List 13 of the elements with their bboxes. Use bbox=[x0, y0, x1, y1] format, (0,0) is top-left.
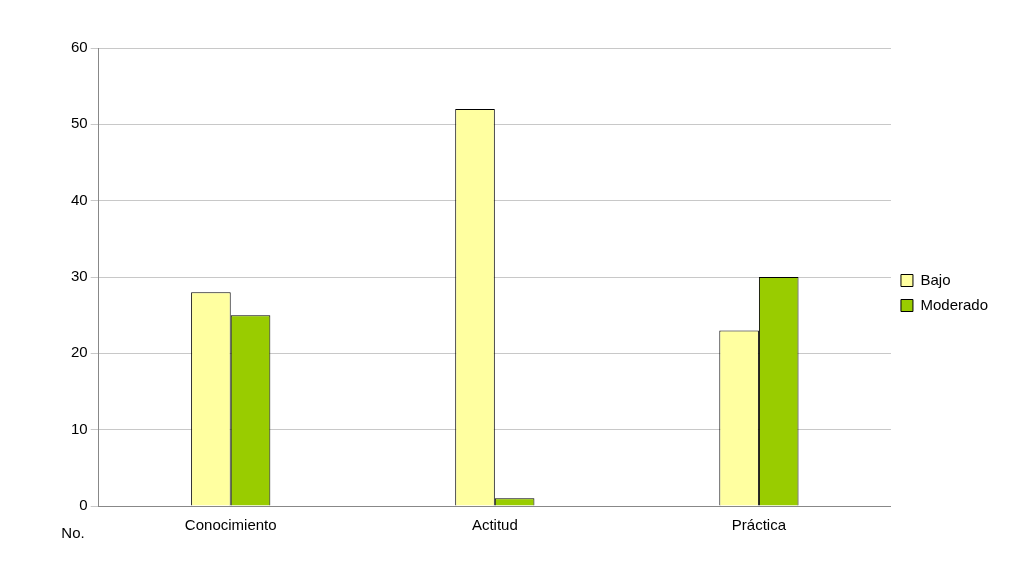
y-tick-label: 0 bbox=[79, 496, 88, 514]
y-tick-label: 30 bbox=[71, 267, 88, 285]
y-axis-title: No. bbox=[61, 523, 85, 541]
legend-label: Bajo bbox=[920, 270, 951, 288]
y-tick-label: 60 bbox=[71, 38, 88, 56]
y-tick-label: 20 bbox=[71, 343, 88, 361]
x-tick-label: Práctica bbox=[731, 516, 787, 534]
x-tick-label: Actitud bbox=[471, 516, 518, 534]
legend-label: Moderado bbox=[920, 295, 988, 313]
y-tick-label: 50 bbox=[71, 114, 88, 132]
y-tick-label: 40 bbox=[71, 190, 88, 208]
x-tick-label: Conocimiento bbox=[184, 516, 277, 534]
y-tick-label: 10 bbox=[71, 419, 88, 437]
